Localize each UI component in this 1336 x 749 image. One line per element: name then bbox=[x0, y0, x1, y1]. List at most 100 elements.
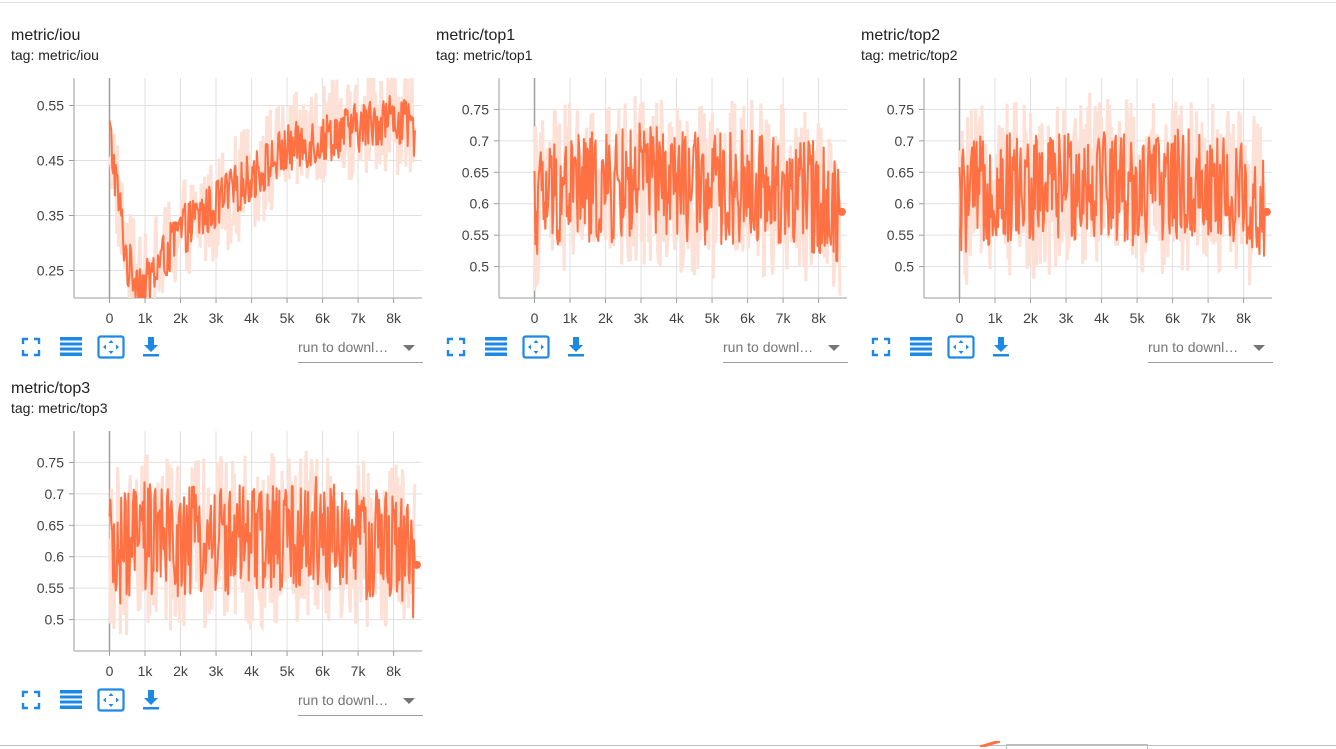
card-toolbar: run to downl… bbox=[11, 332, 431, 366]
x-tick-label: 2k bbox=[1023, 310, 1039, 326]
y-tick-label: 0.7 bbox=[45, 486, 65, 502]
line-chart[interactable]: 0.25 0.35 0.45 0.55 0 1k 2k 3k 4k 5k 6k 7k 8k bbox=[11, 0, 431, 330]
y-tick-label: 0.6 bbox=[45, 549, 65, 565]
chevron-down-icon bbox=[828, 345, 840, 351]
smoothed-series-line bbox=[108, 95, 416, 298]
card-toolbar: run to downl… bbox=[861, 332, 1281, 366]
x-tick-label: 6k bbox=[1165, 310, 1181, 326]
x-tick-label: 1k bbox=[138, 310, 154, 326]
fullscreen-button[interactable] bbox=[441, 332, 471, 362]
y-tick-label: 0.7 bbox=[895, 133, 915, 149]
x-tick-label: 3k bbox=[209, 310, 225, 326]
fullscreen-icon bbox=[21, 337, 41, 357]
y-tick-label: 0.6 bbox=[895, 196, 915, 212]
fit-domain-icon bbox=[97, 688, 125, 712]
y-tick-label: 0.65 bbox=[37, 517, 64, 533]
x-tick-label: 1k bbox=[988, 310, 1004, 326]
fullscreen-button[interactable] bbox=[16, 685, 46, 715]
resize-handle-icon bbox=[980, 741, 1000, 747]
data-table-icon bbox=[59, 689, 83, 711]
last-point-marker bbox=[1262, 207, 1271, 216]
x-tick-label: 4k bbox=[244, 663, 260, 679]
scalar-card-metric-iou: metric/iou tag: metric/iou 0.25 0.35 0.45 0… bbox=[11, 0, 431, 363]
chevron-down-icon bbox=[403, 698, 415, 704]
x-tick-label: 5k bbox=[705, 310, 721, 326]
card-title: metric/top1 bbox=[436, 27, 516, 44]
fullscreen-button[interactable] bbox=[866, 332, 896, 362]
run-select-placeholder: run to downl… bbox=[723, 339, 814, 355]
x-tick-label: 0 bbox=[106, 663, 114, 679]
run-select[interactable]: run to downl… bbox=[298, 689, 423, 716]
download-button[interactable] bbox=[561, 332, 591, 362]
x-tick-label: 5k bbox=[280, 310, 296, 326]
x-tick-label: 2k bbox=[598, 310, 614, 326]
x-tick-label: 3k bbox=[209, 663, 225, 679]
y-tick-label: 0.55 bbox=[462, 227, 489, 243]
fit-domain-button[interactable] bbox=[96, 685, 126, 715]
download-button[interactable] bbox=[136, 685, 166, 715]
line-chart[interactable]: 0.5 0.55 0.6 0.65 0.7 0.75 0 1k 2k 3k 4k 5k 6k 7k 8k bbox=[11, 353, 431, 683]
card-tag: tag: metric/top1 bbox=[436, 47, 533, 63]
x-tick-label: 7k bbox=[1201, 310, 1217, 326]
scalar-card-metric-top1: metric/top1 tag: metric/top1 0.5 0.55 0.6 0… bbox=[436, 0, 856, 363]
x-tick-label: 7k bbox=[351, 663, 367, 679]
card-toolbar: run to downl… bbox=[11, 685, 431, 719]
y-tick-label: 0.55 bbox=[887, 227, 914, 243]
y-tick-label: 0.25 bbox=[37, 263, 64, 279]
y-tick-label: 0.55 bbox=[37, 580, 64, 596]
fit-domain-button[interactable] bbox=[521, 332, 551, 362]
card-tag: tag: metric/iou bbox=[11, 47, 99, 63]
line-chart[interactable]: 0.5 0.55 0.6 0.65 0.7 0.75 0 1k 2k 3k 4k 5k 6k 7k 8k bbox=[436, 0, 856, 330]
run-select-placeholder: run to downl… bbox=[1148, 339, 1239, 355]
fullscreen-button[interactable] bbox=[16, 332, 46, 362]
x-tick-label: 0 bbox=[531, 310, 539, 326]
data-table-icon bbox=[59, 336, 83, 358]
bottom-panel-edge bbox=[1006, 744, 1148, 749]
fit-domain-button[interactable] bbox=[96, 332, 126, 362]
x-tick-label: 0 bbox=[106, 310, 114, 326]
x-tick-label: 2k bbox=[173, 663, 189, 679]
smoothed-series-line bbox=[108, 476, 416, 619]
run-select-placeholder: run to downl… bbox=[298, 339, 389, 355]
run-select[interactable]: run to downl… bbox=[1148, 336, 1273, 363]
run-select[interactable]: run to downl… bbox=[723, 336, 848, 363]
data-table-button[interactable] bbox=[481, 332, 511, 362]
x-tick-label: 4k bbox=[1094, 310, 1110, 326]
download-icon bbox=[991, 336, 1011, 358]
x-tick-label: 4k bbox=[669, 310, 685, 326]
y-tick-label: 0.65 bbox=[462, 164, 489, 180]
smoothed-series-line bbox=[533, 122, 841, 263]
x-tick-label: 6k bbox=[740, 310, 756, 326]
download-icon bbox=[566, 336, 586, 358]
x-tick-label: 8k bbox=[811, 310, 827, 326]
y-tick-label: 0.55 bbox=[37, 98, 64, 114]
fit-domain-button[interactable] bbox=[946, 332, 976, 362]
scalar-card-metric-top2: metric/top2 tag: metric/top2 0.5 0.55 0.6 0… bbox=[861, 0, 1281, 363]
line-chart[interactable]: 0.5 0.55 0.6 0.65 0.7 0.75 0 1k 2k 3k 4k 5k 6k 7k 8k bbox=[861, 0, 1281, 330]
download-button[interactable] bbox=[986, 332, 1016, 362]
fit-domain-icon bbox=[947, 335, 975, 359]
fullscreen-icon bbox=[871, 337, 891, 357]
x-tick-label: 8k bbox=[1236, 310, 1252, 326]
fullscreen-icon bbox=[446, 337, 466, 357]
card-title: metric/top2 bbox=[861, 27, 941, 44]
y-tick-label: 0.65 bbox=[887, 164, 914, 180]
y-tick-label: 0.75 bbox=[37, 454, 64, 470]
fit-domain-icon bbox=[97, 335, 125, 359]
y-tick-label: 0.75 bbox=[887, 101, 914, 117]
x-tick-label: 6k bbox=[315, 663, 331, 679]
data-table-button[interactable] bbox=[56, 332, 86, 362]
card-toolbar: run to downl… bbox=[436, 332, 856, 366]
x-tick-label: 6k bbox=[315, 310, 331, 326]
run-select[interactable]: run to downl… bbox=[298, 336, 423, 363]
card-title: metric/iou bbox=[11, 27, 81, 44]
y-tick-label: 0.35 bbox=[37, 208, 64, 224]
data-table-button[interactable] bbox=[906, 332, 936, 362]
y-tick-label: 0.75 bbox=[462, 101, 489, 117]
download-icon bbox=[141, 689, 161, 711]
data-table-button[interactable] bbox=[56, 685, 86, 715]
card-tag: tag: metric/top3 bbox=[11, 400, 108, 416]
y-tick-label: 0.5 bbox=[895, 259, 915, 275]
download-button[interactable] bbox=[136, 332, 166, 362]
top-divider bbox=[0, 2, 1336, 3]
